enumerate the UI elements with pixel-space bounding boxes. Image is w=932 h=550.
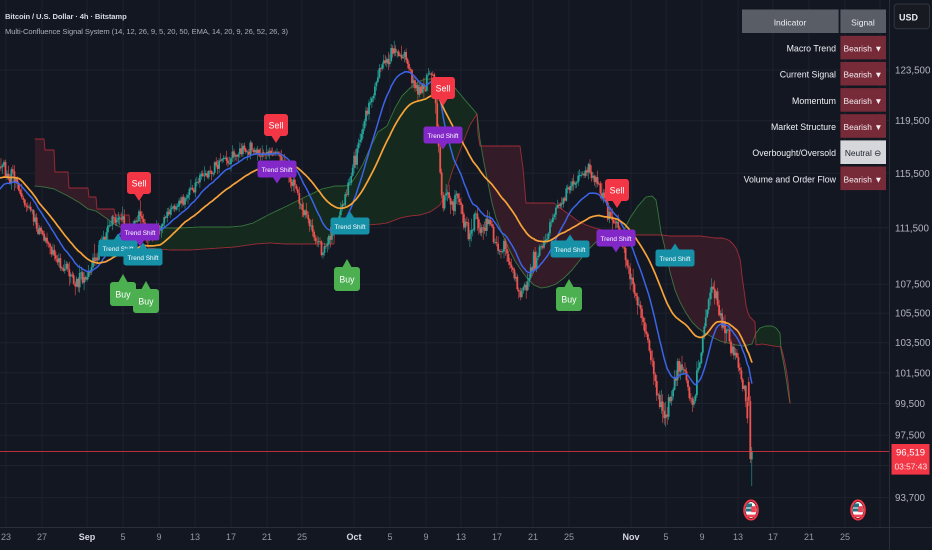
svg-text:Buy: Buy [115,290,131,300]
svg-text:25: 25 [297,532,307,542]
svg-text:Buy: Buy [138,297,154,307]
svg-text:Trend Shift: Trend Shift [102,246,133,253]
svg-text:Overbought/Oversold: Overbought/Oversold [752,148,836,158]
svg-text:Signal: Signal [851,18,875,28]
svg-text:Current Signal: Current Signal [780,70,836,80]
svg-text:27: 27 [37,532,47,542]
svg-text:101,500: 101,500 [895,368,931,379]
svg-text:Trend Shift: Trend Shift [261,167,292,174]
svg-text:Trend Shift: Trend Shift [600,236,631,243]
svg-text:Trend Shift: Trend Shift [554,247,585,254]
svg-text:Sell: Sell [269,121,284,131]
svg-text:Buy: Buy [561,295,577,305]
svg-text:17: 17 [492,532,502,542]
svg-text:Volume and Order Flow: Volume and Order Flow [744,174,837,184]
svg-text:Bearish ▼: Bearish ▼ [843,44,882,54]
svg-text:9: 9 [423,532,428,542]
svg-text:13: 13 [190,532,200,542]
svg-text:USD: USD [899,13,919,23]
svg-text:Buy: Buy [339,275,355,285]
svg-text:23: 23 [1,532,11,542]
svg-text:5: 5 [120,532,125,542]
svg-text:115,500: 115,500 [895,169,930,180]
svg-text:21: 21 [262,532,272,542]
svg-text:Trend Shift: Trend Shift [127,255,158,262]
svg-text:Nov: Nov [622,532,639,542]
svg-text:5: 5 [663,532,668,542]
svg-text:Trend Shift: Trend Shift [334,224,365,231]
svg-text:25: 25 [564,532,574,542]
svg-text:Indicator: Indicator [774,18,807,28]
svg-text:103,500: 103,500 [895,338,931,349]
svg-text:17: 17 [768,532,778,542]
svg-text:Multi-Confluence Signal System: Multi-Confluence Signal System (14, 12, … [5,27,288,36]
svg-text:Trend Shift: Trend Shift [124,230,155,237]
svg-text:25: 25 [840,532,850,542]
svg-text:Bearish ▼: Bearish ▼ [843,70,882,80]
svg-text:96,519: 96,519 [896,448,925,459]
svg-text:Bitcoin / U.S. Dollar · 4h · B: Bitcoin / U.S. Dollar · 4h · Bitstamp [5,12,127,21]
svg-text:105,500: 105,500 [895,309,931,320]
svg-text:Macro Trend: Macro Trend [787,44,836,54]
svg-text:Oct: Oct [346,532,361,542]
svg-text:123,500: 123,500 [895,66,931,77]
svg-text:03:57:43: 03:57:43 [895,462,928,472]
svg-text:17: 17 [226,532,236,542]
svg-text:5: 5 [387,532,392,542]
svg-text:Neutral ⊖: Neutral ⊖ [845,148,881,158]
svg-text:119,500: 119,500 [895,116,930,127]
svg-text:Sell: Sell [436,84,451,94]
svg-text:13: 13 [456,532,466,542]
svg-text:107,500: 107,500 [895,280,931,291]
svg-text:Sep: Sep [79,532,96,542]
svg-text:Sell: Sell [132,179,147,189]
svg-text:Momentum: Momentum [792,96,836,106]
svg-text:Market Structure: Market Structure [771,122,836,132]
svg-text:Sell: Sell [610,186,625,196]
svg-text:Trend Shift: Trend Shift [427,133,458,140]
svg-text:111,500: 111,500 [895,223,930,234]
svg-text:93,700: 93,700 [895,493,926,504]
svg-text:21: 21 [528,532,538,542]
svg-text:Bearish ▼: Bearish ▼ [843,174,882,184]
svg-text:13: 13 [733,532,743,542]
svg-text:9: 9 [699,532,704,542]
svg-text:9: 9 [156,532,161,542]
svg-text:Bearish ▼: Bearish ▼ [843,122,882,132]
svg-text:21: 21 [804,532,814,542]
svg-text:Trend Shift: Trend Shift [659,256,690,263]
svg-text:99,500: 99,500 [895,399,926,410]
svg-text:Bearish ▼: Bearish ▼ [843,96,882,106]
svg-text:97,500: 97,500 [895,431,926,442]
